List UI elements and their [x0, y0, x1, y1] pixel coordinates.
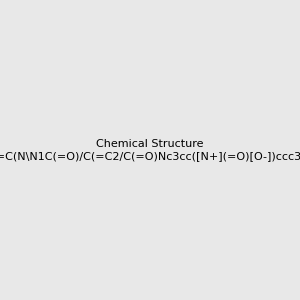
Text: Chemical Structure
O=C(N\N1C(=O)/C(=C2/C(=O)Nc3cc([N+](=O)[O-])ccc32): Chemical Structure O=C(N\N1C(=O)/C(=C2/C… — [0, 139, 300, 161]
